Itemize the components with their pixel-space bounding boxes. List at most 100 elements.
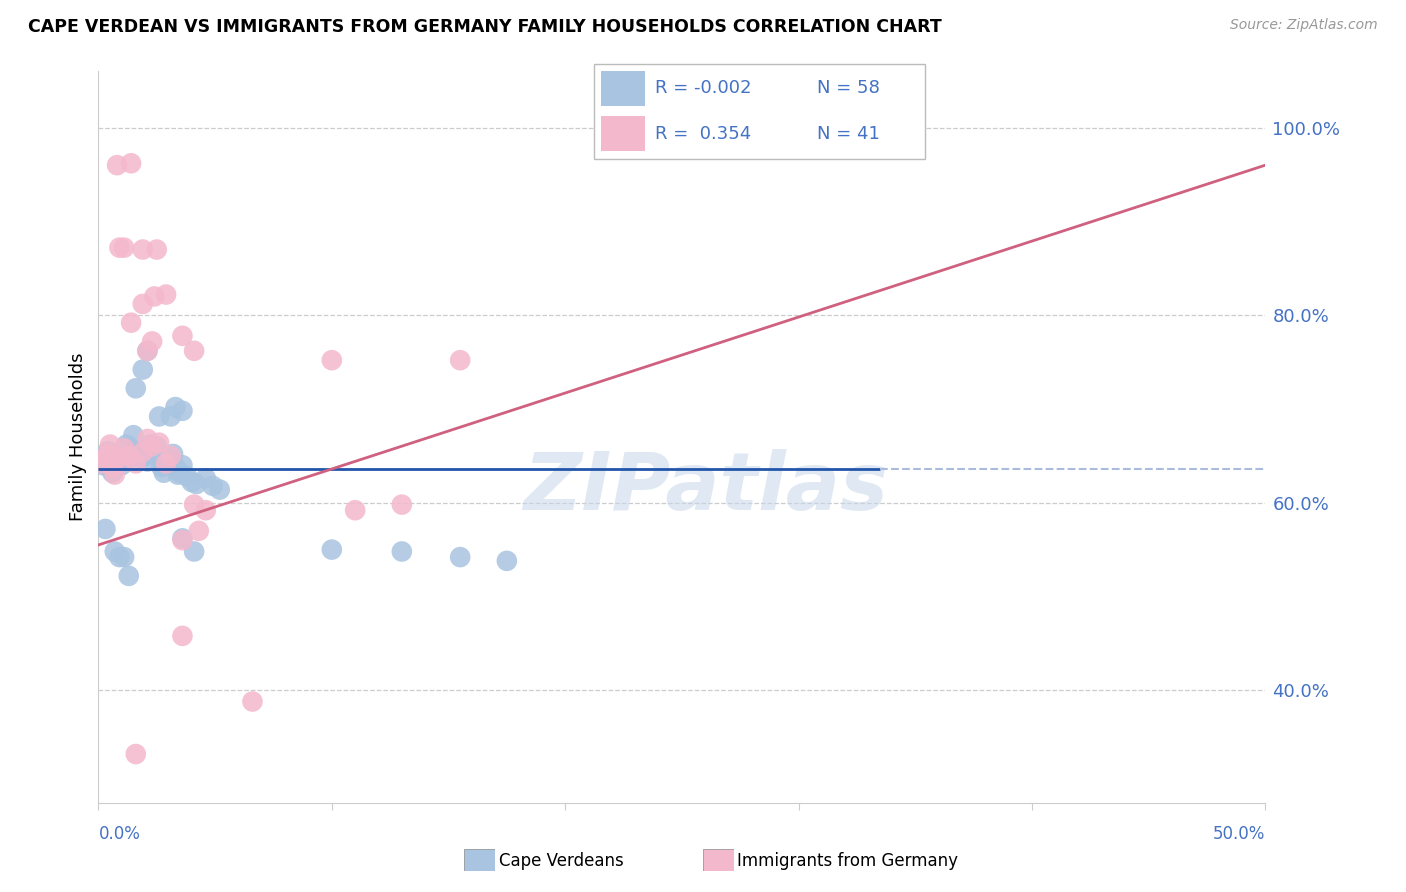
Point [112,442,135,456]
Point [132,297,155,311]
Point [141,442,163,457]
Point [172,458,194,473]
FancyBboxPatch shape [593,64,925,159]
Point [176,469,198,483]
Point [112,550,135,565]
Text: Immigrants from Germany: Immigrants from Germany [737,852,957,870]
Point [169,466,191,480]
Point [125,747,148,761]
Point [187,524,209,538]
Point [101,466,124,480]
Point [105,449,128,463]
Point [94,450,117,465]
Y-axis label: Family Households: Family Households [69,353,87,521]
Text: N = 58: N = 58 [817,79,880,97]
Point [94,450,117,465]
Point [120,450,142,465]
Point [118,440,141,454]
Point [120,156,142,170]
Point [183,343,205,358]
Point [183,544,205,558]
Point [146,440,169,454]
Point [183,498,205,512]
Text: 0.0%: 0.0% [98,825,141,843]
Point [112,442,135,456]
Point [165,400,187,414]
Point [104,447,127,461]
Bar [600,117,644,151]
Point [242,694,264,708]
Point [449,353,471,368]
Text: ZIPatlas: ZIPatlas [523,450,887,527]
Point [132,243,155,257]
Text: N = 41: N = 41 [817,125,880,143]
Point [157,450,180,465]
Point [344,503,367,517]
Point [172,328,194,343]
Point [108,450,131,465]
Point [118,449,141,463]
Point [101,460,124,475]
Point [159,455,181,469]
Point [108,550,131,565]
Point [139,437,162,451]
Point [146,243,169,257]
Point [194,471,217,485]
Point [150,460,173,475]
Point [321,353,343,368]
Point [391,498,413,512]
Point [136,343,159,358]
Point [186,477,208,491]
Point [162,447,184,461]
Point [111,458,134,473]
Point [104,544,127,558]
Point [172,533,194,548]
Point [91,456,114,470]
Point [136,432,159,446]
Point [159,409,181,424]
Point [115,437,138,451]
Point [132,447,155,461]
Text: Cape Verdeans: Cape Verdeans [499,852,624,870]
Point [143,447,166,461]
Point [159,449,181,463]
Point [98,460,121,475]
Point [91,458,114,473]
Point [165,460,187,475]
Point [98,437,121,451]
Point [136,343,159,358]
Point [118,569,141,583]
Point [112,241,135,255]
Point [125,456,148,470]
Point [172,404,194,418]
Text: 50.0%: 50.0% [1213,825,1265,843]
Point [94,522,117,536]
Point [132,445,155,459]
Point [148,409,170,424]
Point [148,435,170,450]
Point [172,532,194,546]
Point [143,289,166,303]
Point [125,381,148,395]
Point [172,629,194,643]
Point [180,475,202,489]
Point [152,466,174,480]
Point [391,544,413,558]
Point [166,467,188,482]
Point [108,241,131,255]
Point [201,479,224,493]
Point [449,550,471,565]
Point [129,450,152,465]
Point [125,445,148,459]
Point [495,554,517,568]
Bar [600,71,644,105]
Point [155,287,177,301]
Point [155,456,177,470]
Point [132,362,155,376]
Text: Source: ZipAtlas.com: Source: ZipAtlas.com [1230,18,1378,32]
Point [127,449,149,463]
Point [141,440,163,454]
Point [194,503,217,517]
Text: CAPE VERDEAN VS IMMIGRANTS FROM GERMANY FAMILY HOUSEHOLDS CORRELATION CHART: CAPE VERDEAN VS IMMIGRANTS FROM GERMANY … [28,18,942,36]
Point [321,542,343,557]
